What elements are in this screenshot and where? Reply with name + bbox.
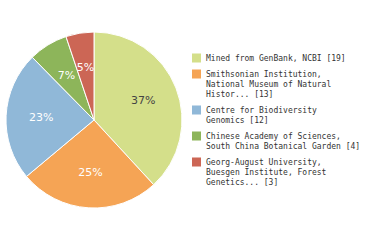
chart-container: 37% 25% 23% 7%5% Mined from GenBank, NCBI [1… [0,0,380,240]
legend-label: Georg-August University,Buesgen Institut… [206,158,327,187]
legend-swatch [192,132,201,141]
legend-swatch [192,106,201,115]
legend-swatch [192,54,201,63]
legend-label: Smithsonian Institution,National Museum … [206,70,331,99]
slice-label: 23% [29,111,53,124]
legend: Mined from GenBank, NCBI [19] Smithsonian… [192,54,360,187]
slice-label: 37% [131,94,155,107]
slice-label: 25% [78,166,102,179]
slices [6,32,182,208]
slice-label: 7% [58,69,75,82]
legend-swatch [192,158,201,167]
legend-label: Chinese Academy of Sciences,South China … [206,132,360,151]
legend-label: Mined from GenBank, NCBI [19] [206,54,346,63]
legend-label: Centre for BiodiversityGenomics [12] [206,106,317,125]
slice-label: 5% [77,61,94,74]
legend-swatch [192,70,201,79]
chart: 37% 25% 23% 7%5% Mined from GenBank, NCBI [1… [0,0,380,240]
slice-labels: 37% 25% 23% 7%5% [29,61,155,179]
